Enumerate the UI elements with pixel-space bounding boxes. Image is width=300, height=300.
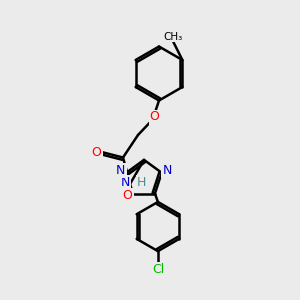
Text: N: N (121, 176, 130, 189)
Text: H: H (137, 176, 146, 189)
Text: O: O (123, 189, 133, 203)
Text: N: N (162, 164, 172, 177)
Text: Cl: Cl (152, 262, 164, 276)
Text: CH₃: CH₃ (164, 32, 183, 42)
Text: O: O (92, 146, 101, 159)
Text: O: O (150, 110, 159, 124)
Text: N: N (116, 164, 126, 177)
